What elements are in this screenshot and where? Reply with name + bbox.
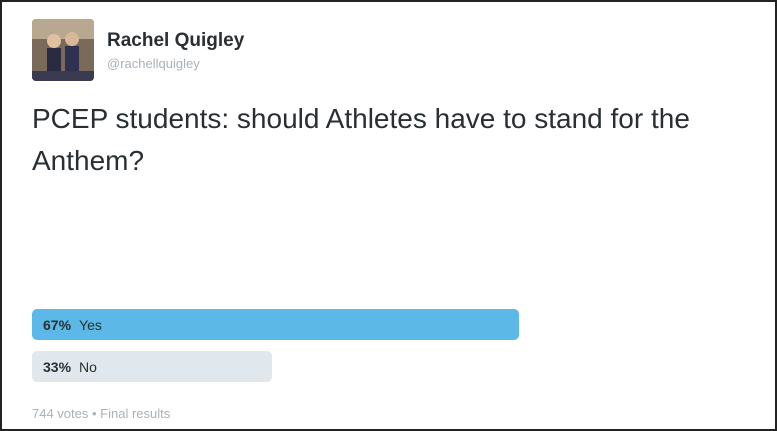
poll-label: No bbox=[79, 359, 97, 375]
poll-bar bbox=[32, 351, 272, 382]
poll-percent: 33% bbox=[43, 359, 72, 375]
poll-option: 33% No bbox=[32, 351, 759, 382]
tweet-text: PCEP students: should Athletes have to s… bbox=[32, 103, 690, 176]
poll-option: 67% Yes bbox=[32, 309, 759, 340]
poll-footer: 744 votes • Final results bbox=[32, 406, 171, 421]
author-handle[interactable]: @rachellquigley bbox=[107, 56, 200, 71]
poll-bar bbox=[32, 309, 520, 340]
poll-percent: 67% bbox=[43, 317, 72, 333]
avatar[interactable] bbox=[32, 19, 94, 81]
author-name[interactable]: Rachel Quigley bbox=[107, 30, 245, 51]
poll-option-text: 67% Yes bbox=[43, 317, 102, 333]
poll-option-text: 33% No bbox=[43, 359, 97, 375]
poll-label: Yes bbox=[79, 317, 102, 333]
